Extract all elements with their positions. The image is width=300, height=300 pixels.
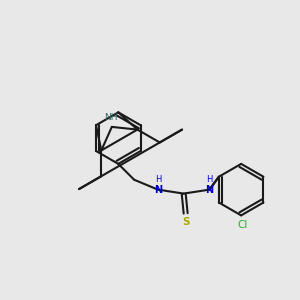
Text: N: N <box>206 184 214 195</box>
Text: H: H <box>155 175 161 184</box>
Text: S: S <box>182 218 189 227</box>
Text: N: N <box>154 184 162 195</box>
Text: H: H <box>206 175 213 184</box>
Text: Cl: Cl <box>237 220 247 230</box>
Text: NH: NH <box>104 113 118 122</box>
